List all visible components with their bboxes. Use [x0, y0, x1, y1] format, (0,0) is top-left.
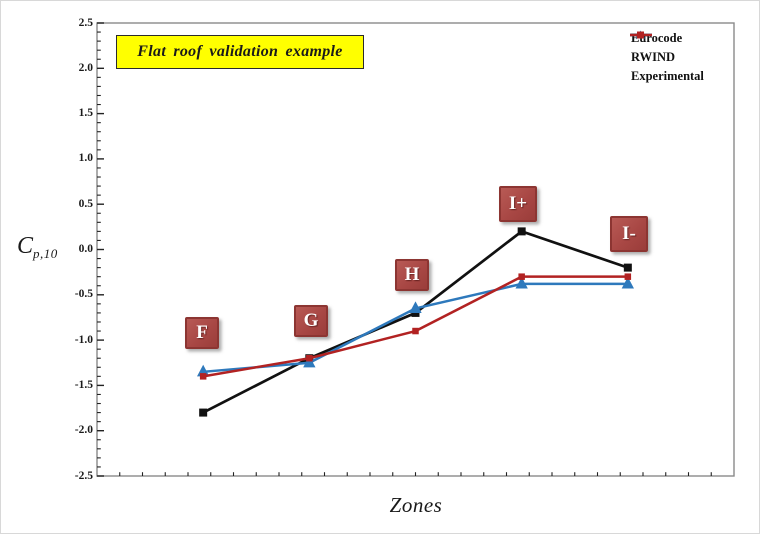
series-marker-rwind: [409, 301, 422, 313]
legend-label: RWIND: [631, 50, 676, 64]
chart-title-box: Flat roof validation example: [116, 35, 364, 69]
series-marker-eurocode: [623, 263, 632, 272]
series-marker-rwind: [621, 276, 634, 289]
zone-label-h: H: [395, 259, 429, 291]
series-marker-experimental: [518, 273, 525, 280]
chart-title: Flat roof validation example: [137, 43, 343, 60]
legend-label: Experimental: [631, 69, 704, 83]
y-axis-label-subscript: p,10: [33, 246, 58, 261]
y-tick-label: 2.0: [78, 61, 93, 74]
y-tick-label: 1.0: [78, 152, 93, 165]
y-axis-label: Cp,10: [17, 233, 58, 262]
square-marker-icon: [630, 31, 652, 39]
zone-label-iminus: I-: [610, 216, 648, 252]
y-axis-label-symbol: C: [17, 233, 34, 259]
series-marker-experimental: [412, 327, 419, 335]
series-marker-experimental: [624, 273, 632, 280]
x-axis-label: Zones: [389, 493, 443, 517]
zone-label-g: G: [294, 305, 328, 337]
zone-label-f: F: [185, 317, 219, 349]
series-marker-rwind: [303, 355, 316, 368]
zone-label-iplus: I+: [499, 186, 537, 222]
y-tick-label: 0.0: [78, 243, 93, 255]
y-tick-label: 1.5: [78, 107, 93, 120]
y-tick-label: -1.0: [74, 333, 93, 346]
y-tick-label: -0.5: [74, 288, 93, 301]
legend-item-rwind: RWIND: [630, 30, 704, 67]
series-marker-eurocode: [199, 408, 208, 417]
y-tick-label: 2.5: [78, 16, 93, 29]
series-line-experimental: [202, 275, 628, 378]
series-marker-experimental: [306, 354, 313, 362]
series-marker-eurocode: [517, 227, 526, 236]
legend-item-experimental: Experimental: [630, 31, 704, 86]
y-tick-label: -2.5: [74, 469, 93, 482]
legend: Eurocode RWIND Experimental: [630, 29, 704, 86]
y-tick-label: 0.5: [78, 197, 93, 210]
series-marker-experimental: [199, 373, 207, 380]
series-marker-rwind: [515, 276, 528, 289]
y-tick-label: -1.5: [74, 378, 93, 391]
y-tick-label: -2.0: [74, 424, 93, 437]
